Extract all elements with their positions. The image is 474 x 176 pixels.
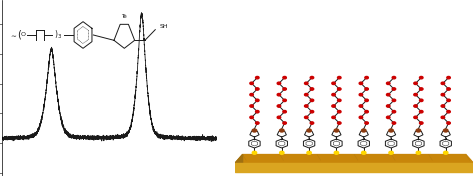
Circle shape xyxy=(277,82,281,84)
Circle shape xyxy=(392,76,396,79)
Circle shape xyxy=(280,129,284,132)
Circle shape xyxy=(310,111,314,113)
Circle shape xyxy=(416,129,420,132)
Circle shape xyxy=(414,82,417,84)
Circle shape xyxy=(392,99,396,102)
Circle shape xyxy=(334,129,338,132)
Circle shape xyxy=(441,82,445,84)
Circle shape xyxy=(252,129,256,132)
Circle shape xyxy=(334,151,338,154)
Circle shape xyxy=(280,151,284,154)
Circle shape xyxy=(359,105,363,107)
Circle shape xyxy=(304,93,308,96)
Circle shape xyxy=(447,99,450,102)
Circle shape xyxy=(283,99,286,102)
Circle shape xyxy=(307,151,311,154)
Circle shape xyxy=(310,76,314,79)
Circle shape xyxy=(441,105,445,107)
Circle shape xyxy=(362,129,366,132)
Circle shape xyxy=(252,151,256,154)
Circle shape xyxy=(359,116,363,119)
Circle shape xyxy=(447,111,450,113)
Circle shape xyxy=(283,76,286,79)
Circle shape xyxy=(332,82,335,84)
Circle shape xyxy=(337,122,341,124)
Circle shape xyxy=(419,99,423,102)
Circle shape xyxy=(337,111,341,113)
Circle shape xyxy=(332,105,335,107)
Circle shape xyxy=(307,129,311,132)
Circle shape xyxy=(255,111,259,113)
Polygon shape xyxy=(236,155,243,171)
Circle shape xyxy=(389,151,393,154)
Circle shape xyxy=(365,122,368,124)
Circle shape xyxy=(414,116,417,119)
Circle shape xyxy=(444,151,448,154)
Circle shape xyxy=(441,93,445,96)
Circle shape xyxy=(277,116,281,119)
Circle shape xyxy=(283,111,286,113)
Circle shape xyxy=(310,88,314,90)
Circle shape xyxy=(277,93,281,96)
Circle shape xyxy=(365,111,368,113)
Circle shape xyxy=(419,88,423,90)
Circle shape xyxy=(255,99,259,102)
Polygon shape xyxy=(236,155,473,163)
Circle shape xyxy=(332,93,335,96)
Circle shape xyxy=(365,76,368,79)
Circle shape xyxy=(250,93,254,96)
Circle shape xyxy=(419,111,423,113)
Circle shape xyxy=(304,116,308,119)
Circle shape xyxy=(255,122,259,124)
Circle shape xyxy=(362,151,366,154)
Circle shape xyxy=(447,76,450,79)
Circle shape xyxy=(416,151,420,154)
Circle shape xyxy=(392,88,396,90)
Circle shape xyxy=(419,122,423,124)
Circle shape xyxy=(392,111,396,113)
Circle shape xyxy=(414,105,417,107)
Circle shape xyxy=(250,105,254,107)
Polygon shape xyxy=(236,163,473,172)
Circle shape xyxy=(441,116,445,119)
Circle shape xyxy=(444,129,448,132)
Circle shape xyxy=(365,88,368,90)
Circle shape xyxy=(386,82,390,84)
Circle shape xyxy=(304,82,308,84)
Circle shape xyxy=(419,76,423,79)
Circle shape xyxy=(310,99,314,102)
Circle shape xyxy=(283,122,286,124)
Circle shape xyxy=(255,88,259,90)
Circle shape xyxy=(332,116,335,119)
Circle shape xyxy=(250,116,254,119)
Circle shape xyxy=(304,105,308,107)
Circle shape xyxy=(337,99,341,102)
Circle shape xyxy=(365,99,368,102)
Circle shape xyxy=(386,105,390,107)
Circle shape xyxy=(359,82,363,84)
Circle shape xyxy=(414,93,417,96)
Circle shape xyxy=(337,88,341,90)
Circle shape xyxy=(389,129,393,132)
Circle shape xyxy=(337,76,341,79)
Circle shape xyxy=(359,93,363,96)
Circle shape xyxy=(386,116,390,119)
Circle shape xyxy=(447,88,450,90)
Circle shape xyxy=(447,122,450,124)
Circle shape xyxy=(283,88,286,90)
Circle shape xyxy=(255,76,259,79)
Circle shape xyxy=(386,93,390,96)
Circle shape xyxy=(392,122,396,124)
Circle shape xyxy=(250,82,254,84)
Circle shape xyxy=(277,105,281,107)
Circle shape xyxy=(310,122,314,124)
